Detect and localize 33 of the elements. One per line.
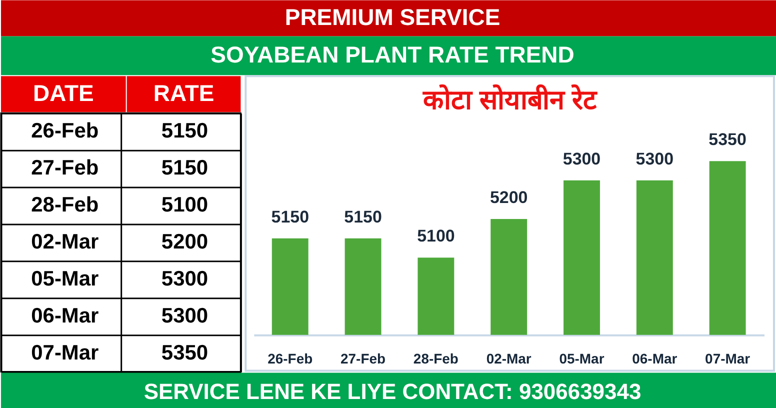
category-label: 06-Mar <box>31 304 99 328</box>
x-tick-label: 02-Mar <box>486 350 532 366</box>
x-tick-label: 07-Mar <box>705 350 751 366</box>
text: SERVICE LENE KE LIYE CONTACT: 9306639343 <box>144 378 642 404</box>
x-tick-label: 06-Mar <box>632 350 678 366</box>
x-tick-label: 28-Feb <box>413 350 458 366</box>
category-label: 02-Mar <box>31 230 99 254</box>
category-label: 28-Feb <box>31 193 99 216</box>
x-tick-label: 27-Feb <box>340 350 386 366</box>
data-label: 5300 <box>562 149 601 168</box>
data-label: 5350 <box>708 130 746 150</box>
data-label: 5100 <box>161 193 208 216</box>
category-label: 27-Feb <box>31 156 99 180</box>
chart-title: SOYABEAN PLANT RATE TREND <box>210 42 574 68</box>
data-label: 5300 <box>161 267 208 290</box>
data-label: 5150 <box>161 156 208 180</box>
data-label: 5300 <box>161 304 208 328</box>
data-label: 5100 <box>417 226 455 246</box>
data-label: 5200 <box>161 230 208 254</box>
category-label: 05-Mar <box>31 267 99 290</box>
data-label: 5150 <box>161 120 208 143</box>
category-label: 26-Feb <box>31 120 99 143</box>
data-label: 5200 <box>490 188 528 208</box>
text: PREMIUM SERVICE <box>284 4 500 30</box>
data-label: 5150 <box>271 207 309 226</box>
data-label: 5150 <box>344 207 382 226</box>
text: RATE <box>153 80 214 106</box>
chart-subtitle: कोटा सोयाबीन रेट <box>422 84 598 116</box>
x-tick-label: 26-Feb <box>268 350 313 366</box>
x-tick-label: 05-Mar <box>559 350 605 366</box>
text: DATE <box>33 80 94 106</box>
data-label: 5350 <box>161 341 208 364</box>
data-label: 5300 <box>636 149 674 168</box>
